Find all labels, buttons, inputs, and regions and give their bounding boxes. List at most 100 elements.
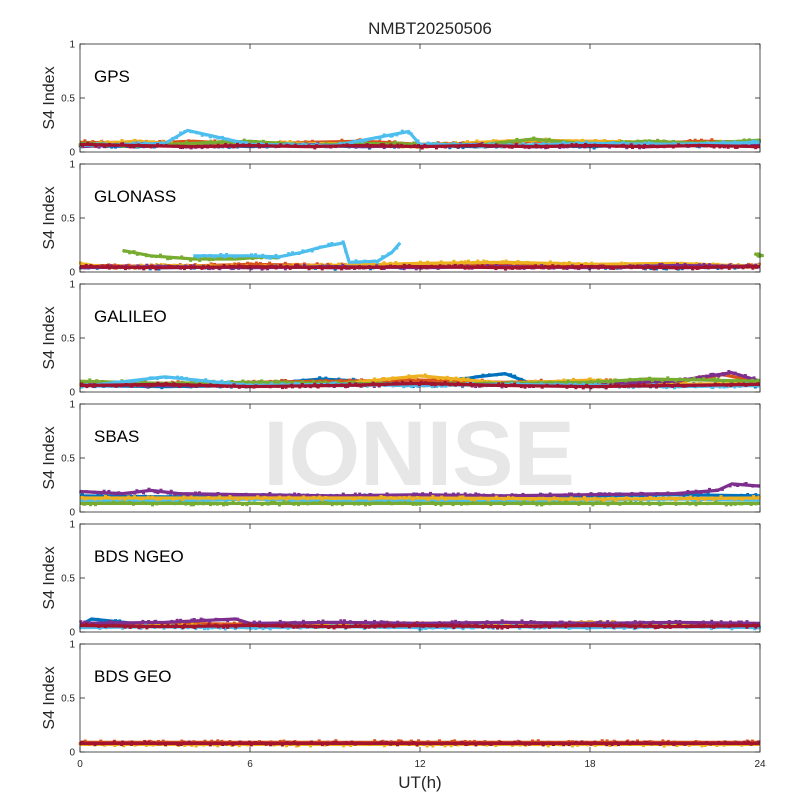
data-point bbox=[500, 140, 504, 144]
data-point bbox=[156, 742, 160, 746]
data-point bbox=[269, 743, 273, 747]
data-point bbox=[403, 498, 407, 502]
data-point bbox=[518, 740, 522, 744]
data-point bbox=[593, 141, 597, 145]
data-point bbox=[492, 260, 496, 264]
data-point bbox=[725, 373, 729, 377]
data-point bbox=[209, 380, 213, 384]
data-point bbox=[738, 385, 742, 388]
data-point bbox=[211, 141, 215, 145]
data-point bbox=[317, 620, 320, 624]
data-point bbox=[107, 140, 111, 144]
data-point bbox=[726, 145, 730, 149]
data-point bbox=[500, 619, 504, 623]
data-point bbox=[150, 254, 154, 258]
data-point bbox=[731, 623, 735, 627]
data-point bbox=[363, 383, 367, 387]
data-point bbox=[225, 742, 228, 746]
data-point bbox=[422, 496, 426, 500]
data-point bbox=[612, 500, 616, 504]
data-point bbox=[553, 623, 557, 627]
data-point bbox=[493, 496, 496, 500]
data-point bbox=[756, 378, 760, 382]
data-point bbox=[210, 739, 214, 743]
data-point bbox=[350, 740, 354, 744]
data-point bbox=[91, 384, 95, 388]
data-point bbox=[247, 740, 251, 744]
data-point bbox=[472, 500, 476, 504]
data-point bbox=[692, 143, 696, 147]
data-point bbox=[613, 383, 617, 387]
data-point bbox=[637, 383, 641, 387]
data-point bbox=[419, 260, 422, 264]
data-point bbox=[335, 493, 339, 497]
data-point bbox=[440, 495, 444, 499]
data-point bbox=[482, 259, 486, 263]
data-point bbox=[227, 257, 231, 260]
data-point bbox=[653, 626, 657, 630]
data-point bbox=[699, 493, 703, 497]
data-point bbox=[600, 262, 604, 266]
data-point bbox=[158, 742, 162, 746]
data-point bbox=[547, 137, 551, 141]
data-point bbox=[709, 383, 713, 387]
data-point bbox=[315, 144, 319, 148]
data-point bbox=[258, 145, 261, 149]
data-point bbox=[325, 742, 329, 746]
data-point bbox=[710, 496, 714, 500]
data-point bbox=[351, 377, 355, 381]
data-point bbox=[359, 384, 363, 388]
data-point bbox=[461, 146, 465, 150]
data-point bbox=[394, 381, 398, 385]
data-point bbox=[158, 625, 162, 629]
data-point bbox=[213, 135, 217, 139]
data-point bbox=[204, 493, 208, 497]
data-point bbox=[383, 498, 387, 502]
data-point bbox=[235, 142, 239, 146]
data-point bbox=[222, 618, 226, 622]
data-point bbox=[265, 143, 268, 147]
data-point bbox=[309, 744, 313, 748]
data-point bbox=[276, 384, 280, 388]
data-point bbox=[324, 376, 328, 380]
data-point bbox=[464, 144, 468, 148]
data-point bbox=[194, 491, 197, 495]
data-point bbox=[539, 492, 542, 496]
data-point bbox=[631, 146, 634, 149]
data-point bbox=[90, 623, 94, 627]
data-point bbox=[225, 498, 228, 502]
data-point bbox=[630, 494, 634, 498]
data-point bbox=[135, 742, 139, 746]
data-point bbox=[189, 258, 193, 262]
data-point bbox=[142, 267, 146, 271]
data-point bbox=[560, 143, 564, 147]
data-point bbox=[606, 620, 610, 624]
data-point bbox=[233, 140, 237, 144]
data-point bbox=[390, 502, 394, 506]
data-point bbox=[737, 142, 741, 146]
data-point bbox=[371, 381, 375, 385]
data-point bbox=[612, 739, 616, 743]
data-point bbox=[80, 385, 84, 389]
data-point bbox=[312, 380, 316, 384]
series-4 bbox=[80, 494, 761, 502]
data-point bbox=[80, 492, 84, 496]
data-point bbox=[223, 255, 226, 259]
data-point bbox=[208, 743, 212, 747]
data-point bbox=[148, 384, 152, 388]
data-point bbox=[154, 619, 158, 623]
data-point bbox=[386, 626, 390, 630]
data-point bbox=[626, 622, 630, 626]
data-point bbox=[286, 626, 290, 630]
data-point bbox=[430, 383, 434, 386]
data-point bbox=[261, 253, 265, 257]
data-point bbox=[712, 377, 716, 381]
data-point bbox=[708, 263, 712, 267]
data-point bbox=[117, 491, 121, 495]
data-point bbox=[606, 503, 610, 507]
data-point bbox=[222, 625, 226, 629]
data-point bbox=[123, 625, 127, 629]
data-point bbox=[216, 494, 220, 498]
data-point bbox=[520, 381, 524, 385]
data-point bbox=[504, 267, 508, 271]
